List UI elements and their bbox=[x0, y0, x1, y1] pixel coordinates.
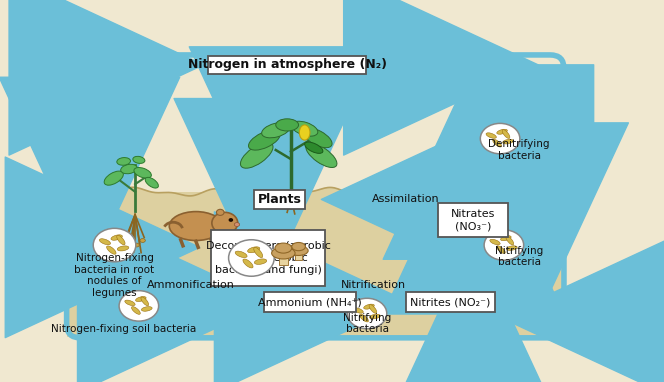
Ellipse shape bbox=[125, 300, 135, 306]
Ellipse shape bbox=[254, 248, 263, 257]
Ellipse shape bbox=[289, 246, 308, 256]
Ellipse shape bbox=[141, 297, 149, 306]
Ellipse shape bbox=[369, 304, 376, 313]
FancyBboxPatch shape bbox=[254, 190, 305, 209]
Ellipse shape bbox=[121, 164, 137, 174]
FancyBboxPatch shape bbox=[406, 292, 495, 312]
Ellipse shape bbox=[299, 125, 310, 140]
Ellipse shape bbox=[125, 237, 130, 241]
Ellipse shape bbox=[497, 246, 505, 254]
Ellipse shape bbox=[503, 139, 513, 144]
Bar bbox=[67, 192, 563, 337]
FancyBboxPatch shape bbox=[211, 230, 325, 286]
Text: Nitrates
(NO₃⁻): Nitrates (NO₃⁻) bbox=[452, 209, 495, 231]
Ellipse shape bbox=[275, 243, 291, 253]
Text: Denitrifying
bacteria: Denitrifying bacteria bbox=[488, 139, 550, 161]
Text: Nitrification: Nitrification bbox=[341, 280, 406, 290]
Ellipse shape bbox=[486, 133, 497, 138]
Ellipse shape bbox=[276, 119, 299, 131]
Ellipse shape bbox=[131, 307, 140, 314]
FancyBboxPatch shape bbox=[438, 203, 509, 237]
Ellipse shape bbox=[129, 249, 135, 253]
Ellipse shape bbox=[243, 259, 253, 268]
Ellipse shape bbox=[117, 157, 131, 165]
Ellipse shape bbox=[353, 308, 363, 313]
FancyBboxPatch shape bbox=[264, 292, 357, 312]
Ellipse shape bbox=[135, 296, 146, 301]
Ellipse shape bbox=[254, 259, 267, 264]
Text: Nitrifying
bacteria: Nitrifying bacteria bbox=[343, 312, 391, 334]
Ellipse shape bbox=[104, 171, 124, 185]
Text: Assimilation: Assimilation bbox=[373, 194, 440, 204]
Ellipse shape bbox=[272, 247, 295, 259]
Ellipse shape bbox=[484, 230, 524, 260]
Ellipse shape bbox=[507, 246, 517, 251]
Ellipse shape bbox=[240, 142, 273, 168]
Ellipse shape bbox=[228, 218, 233, 222]
Text: Nitrogen-fixing
bacteria in root
nodules of
legumes: Nitrogen-fixing bacteria in root nodules… bbox=[74, 253, 155, 298]
Ellipse shape bbox=[216, 209, 224, 215]
Ellipse shape bbox=[497, 129, 507, 134]
Ellipse shape bbox=[107, 246, 116, 254]
Ellipse shape bbox=[117, 235, 125, 245]
Ellipse shape bbox=[360, 314, 369, 322]
Ellipse shape bbox=[262, 123, 290, 138]
Ellipse shape bbox=[133, 156, 145, 163]
Ellipse shape bbox=[93, 228, 136, 262]
Ellipse shape bbox=[364, 304, 374, 309]
Ellipse shape bbox=[234, 223, 240, 227]
FancyBboxPatch shape bbox=[279, 250, 288, 265]
Text: Decomposers (aerobic
and anaerobic
bacteria and fungi): Decomposers (aerobic and anaerobic bacte… bbox=[206, 241, 331, 275]
Ellipse shape bbox=[248, 247, 260, 253]
Ellipse shape bbox=[501, 236, 511, 241]
Ellipse shape bbox=[134, 168, 151, 178]
Ellipse shape bbox=[305, 142, 323, 153]
Ellipse shape bbox=[141, 307, 152, 311]
Ellipse shape bbox=[140, 239, 145, 243]
Ellipse shape bbox=[119, 291, 159, 321]
Ellipse shape bbox=[347, 298, 386, 329]
FancyBboxPatch shape bbox=[295, 248, 302, 260]
Ellipse shape bbox=[248, 130, 280, 150]
Ellipse shape bbox=[506, 236, 514, 245]
Ellipse shape bbox=[502, 129, 510, 138]
Ellipse shape bbox=[228, 240, 274, 276]
Ellipse shape bbox=[145, 177, 159, 188]
Ellipse shape bbox=[100, 239, 110, 245]
Ellipse shape bbox=[212, 212, 238, 234]
Ellipse shape bbox=[291, 121, 318, 136]
Ellipse shape bbox=[306, 143, 337, 167]
Text: Nitrifying
bacteria: Nitrifying bacteria bbox=[495, 246, 543, 267]
Ellipse shape bbox=[235, 251, 247, 257]
Ellipse shape bbox=[493, 139, 501, 147]
Text: Ammonium (NH₄⁺): Ammonium (NH₄⁺) bbox=[258, 297, 362, 307]
Text: Ammonification: Ammonification bbox=[147, 280, 234, 290]
Ellipse shape bbox=[291, 243, 305, 251]
Ellipse shape bbox=[134, 243, 139, 247]
Text: Nitrogen-fixing soil bacteria: Nitrogen-fixing soil bacteria bbox=[51, 324, 197, 334]
Ellipse shape bbox=[480, 123, 520, 154]
Ellipse shape bbox=[111, 235, 122, 240]
Text: Nitrogen in atmosphere (N₂): Nitrogen in atmosphere (N₂) bbox=[188, 58, 386, 71]
FancyBboxPatch shape bbox=[208, 56, 366, 74]
Text: Nitrites (NO₂⁻): Nitrites (NO₂⁻) bbox=[410, 297, 491, 307]
Text: Plants: Plants bbox=[258, 193, 301, 206]
Ellipse shape bbox=[490, 239, 500, 245]
Ellipse shape bbox=[169, 212, 222, 241]
Ellipse shape bbox=[303, 128, 332, 148]
Ellipse shape bbox=[370, 314, 380, 319]
Ellipse shape bbox=[118, 246, 129, 251]
